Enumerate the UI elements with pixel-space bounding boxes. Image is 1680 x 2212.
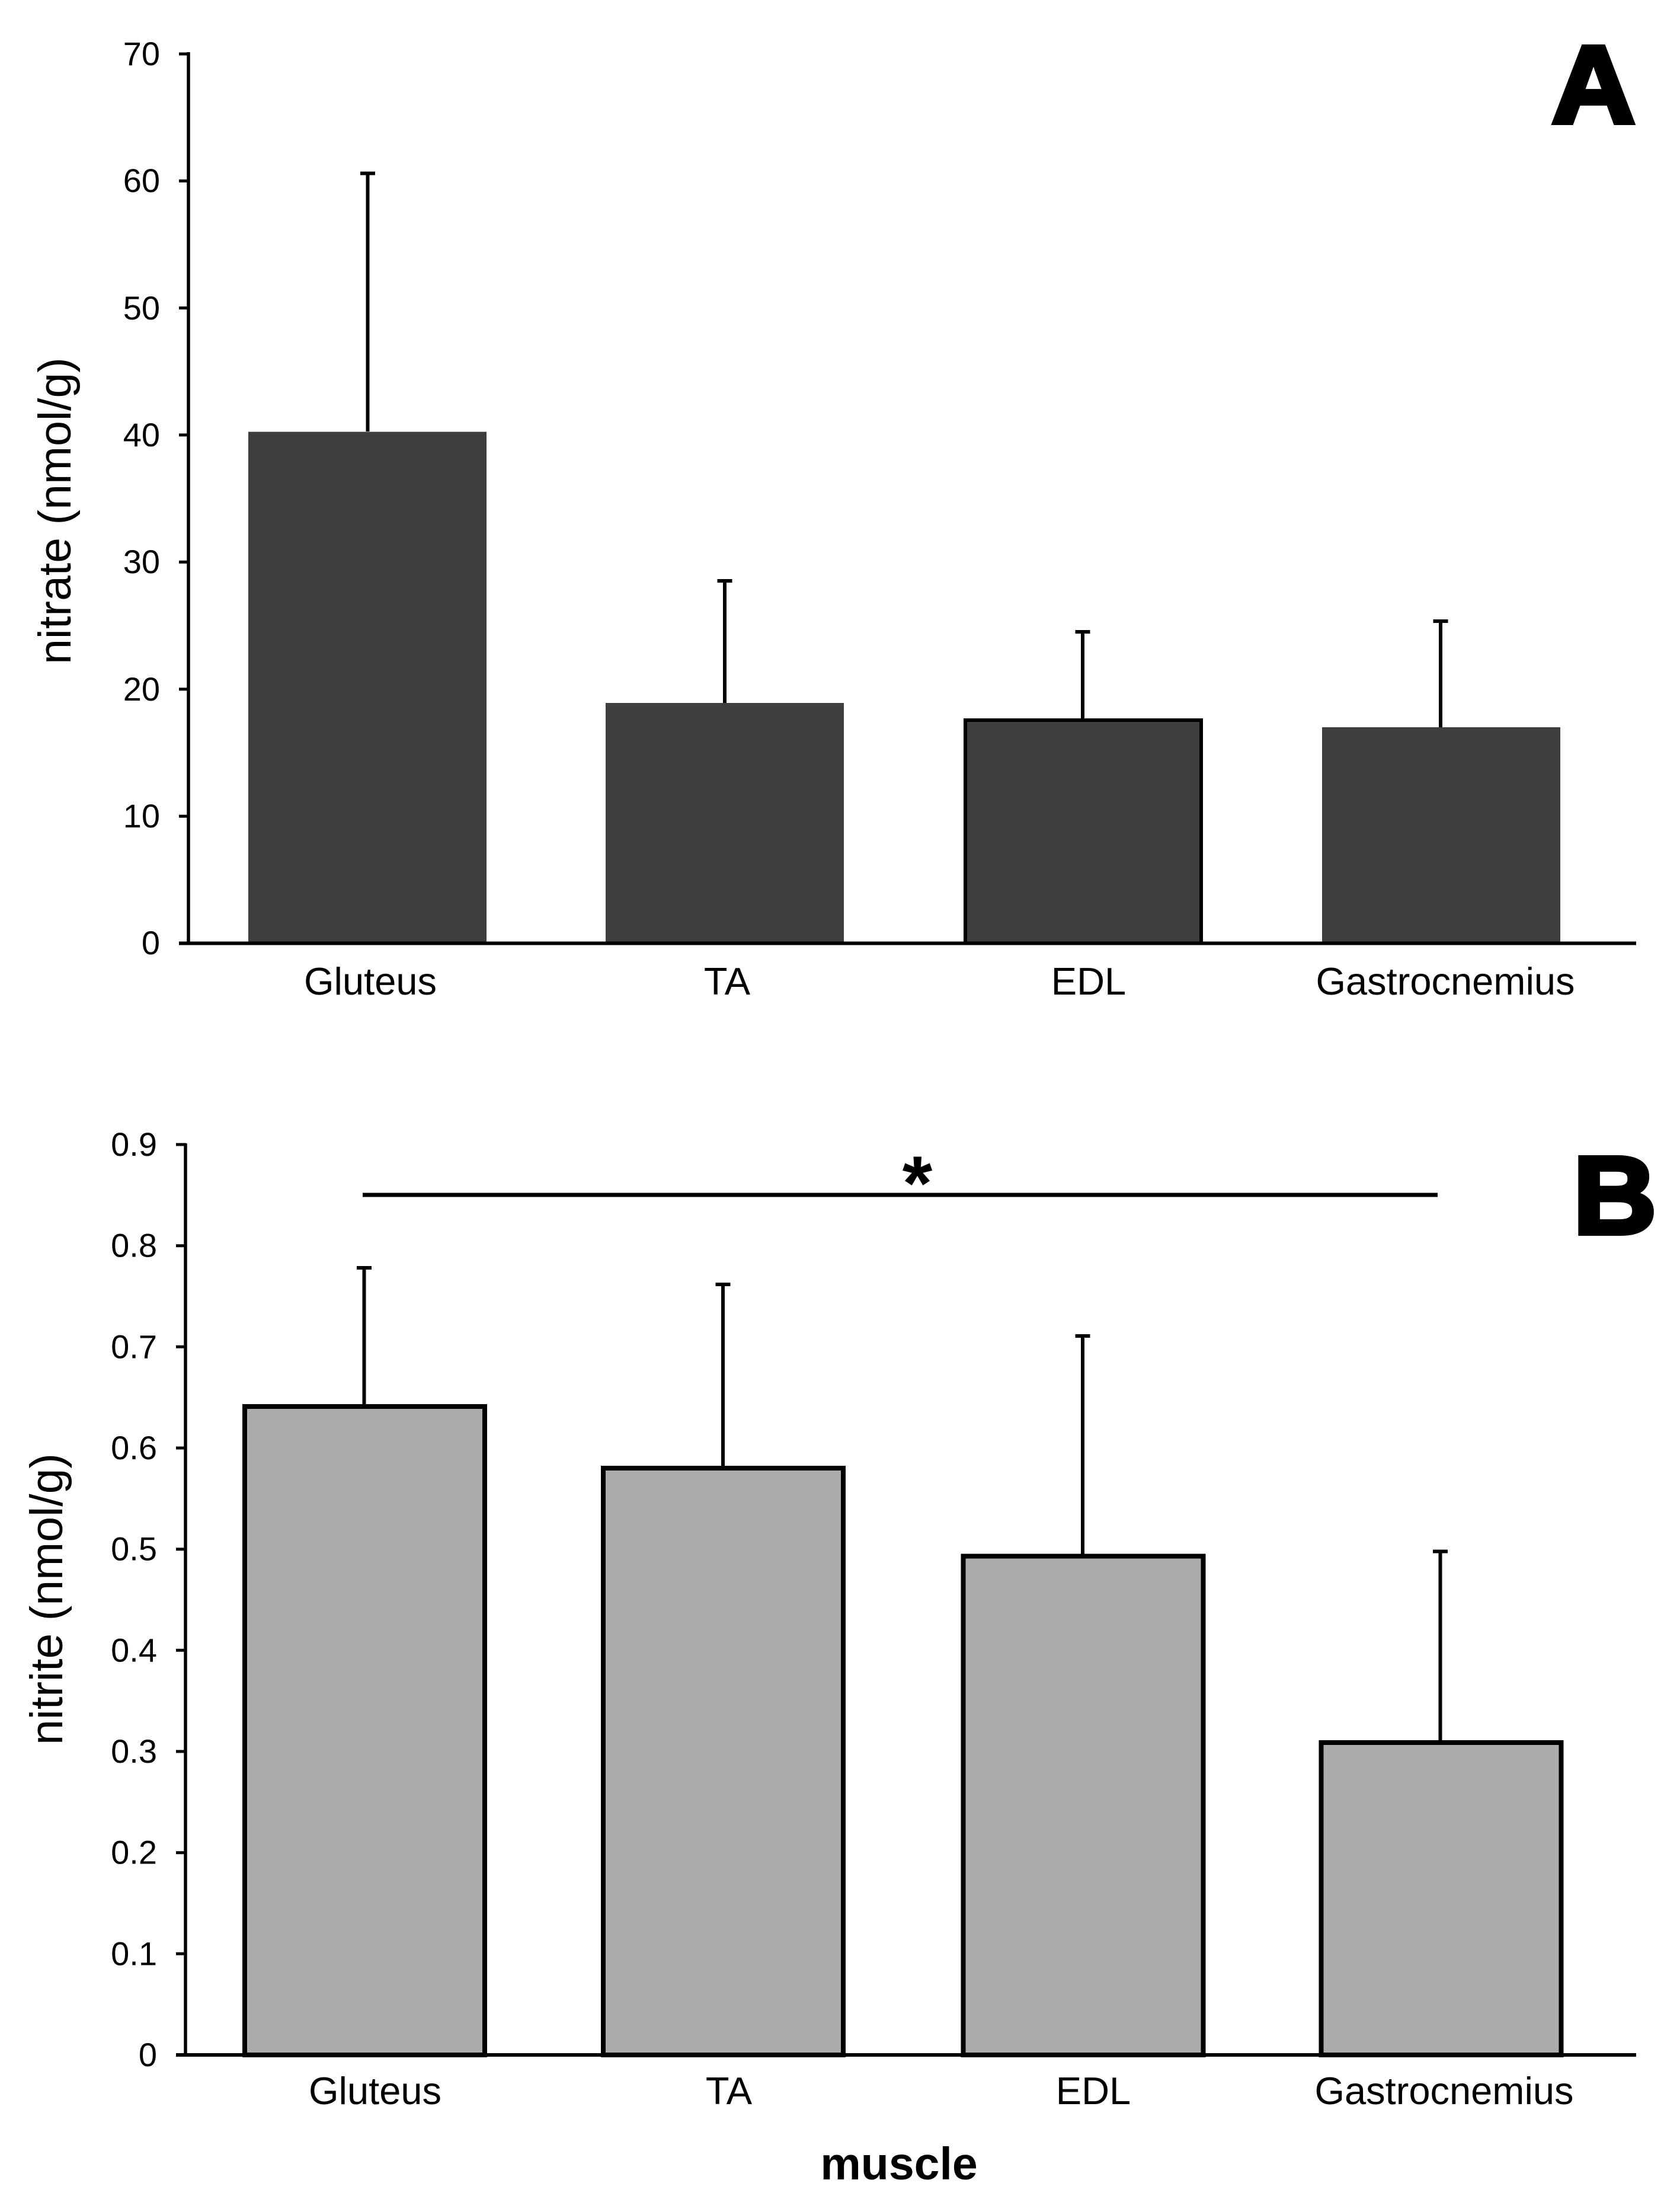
svg-text:Gastrocnemius: Gastrocnemius — [1316, 960, 1575, 1003]
svg-text:50: 50 — [123, 289, 160, 327]
svg-text:20: 20 — [123, 670, 160, 708]
svg-text:*: * — [903, 1140, 933, 1226]
svg-text:0.8: 0.8 — [111, 1227, 157, 1264]
svg-text:0.7: 0.7 — [111, 1328, 157, 1365]
svg-text:Gluteus: Gluteus — [309, 2069, 441, 2112]
svg-text:0.9: 0.9 — [111, 1126, 157, 1163]
svg-text:EDL: EDL — [1056, 2069, 1131, 2112]
svg-text:muscle: muscle — [820, 2139, 977, 2189]
svg-text:0.1: 0.1 — [111, 1935, 157, 1972]
svg-text:TA: TA — [706, 2069, 753, 2112]
svg-text:0.3: 0.3 — [111, 1732, 157, 1770]
svg-text:60: 60 — [123, 162, 160, 199]
svg-text:40: 40 — [123, 416, 160, 453]
svg-text:TA: TA — [704, 960, 751, 1003]
svg-text:A: A — [1551, 23, 1635, 146]
svg-text:EDL: EDL — [1051, 960, 1126, 1003]
svg-text:0.4: 0.4 — [111, 1631, 157, 1668]
svg-text:10: 10 — [123, 797, 160, 835]
svg-text:0: 0 — [142, 924, 160, 961]
svg-text:nitrite (nmol/g): nitrite (nmol/g) — [21, 1453, 72, 1745]
svg-text:70: 70 — [123, 35, 160, 72]
svg-text:Gastrocnemius: Gastrocnemius — [1314, 2069, 1573, 2112]
svg-text:B: B — [1573, 1134, 1656, 1257]
svg-text:0.2: 0.2 — [111, 1834, 157, 1871]
svg-text:0.6: 0.6 — [111, 1429, 157, 1466]
svg-text:0.5: 0.5 — [111, 1530, 157, 1568]
svg-text:30: 30 — [123, 543, 160, 580]
svg-text:Gluteus: Gluteus — [304, 960, 437, 1003]
svg-text:0: 0 — [139, 2036, 157, 2073]
svg-text:nitrate (nmol/g): nitrate (nmol/g) — [30, 357, 81, 664]
